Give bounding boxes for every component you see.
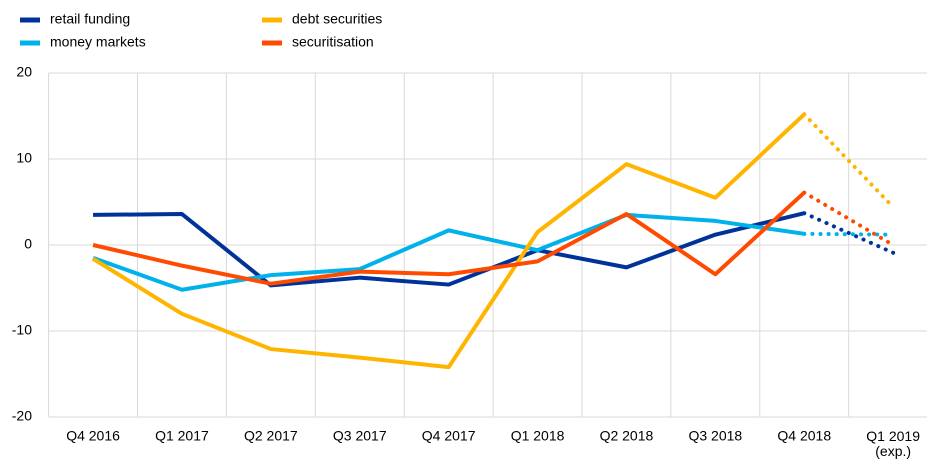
legend-label: money markets — [50, 34, 146, 50]
y-tick-label: 20 — [16, 64, 32, 80]
series-line — [91, 112, 806, 370]
x-tick-label: Q3 2018 — [688, 428, 742, 444]
y-tick-label: 0 — [24, 236, 32, 252]
series-line — [93, 211, 805, 288]
x-tick-label: Q2 2018 — [600, 428, 654, 444]
series-projection — [802, 112, 896, 210]
x-tick-label: Q2 2017 — [244, 428, 298, 444]
y-tick-label: 10 — [16, 150, 32, 166]
series-line — [92, 212, 805, 292]
x-tick-label: Q1 2018 — [511, 428, 565, 444]
series-projection — [802, 190, 896, 247]
y-tick-label: -10 — [12, 322, 32, 338]
series-line — [92, 191, 806, 286]
x-tick-label: Q3 2017 — [333, 428, 387, 444]
x-tick-label: Q1 2017 — [155, 428, 209, 444]
legend-label: retail funding — [50, 11, 130, 27]
y-tick-label: -20 — [12, 408, 32, 424]
series-projection — [802, 231, 896, 237]
legend-label: debt securities — [292, 11, 382, 27]
legend-label: securitisation — [292, 34, 374, 50]
x-tick-label: Q1 2019 (exp.) — [866, 428, 920, 459]
x-tick-label: Q4 2016 — [66, 428, 120, 444]
x-tick-label: Q4 2017 — [422, 428, 476, 444]
x-tick-label: Q4 2018 — [777, 428, 831, 444]
series-projection — [802, 211, 896, 255]
